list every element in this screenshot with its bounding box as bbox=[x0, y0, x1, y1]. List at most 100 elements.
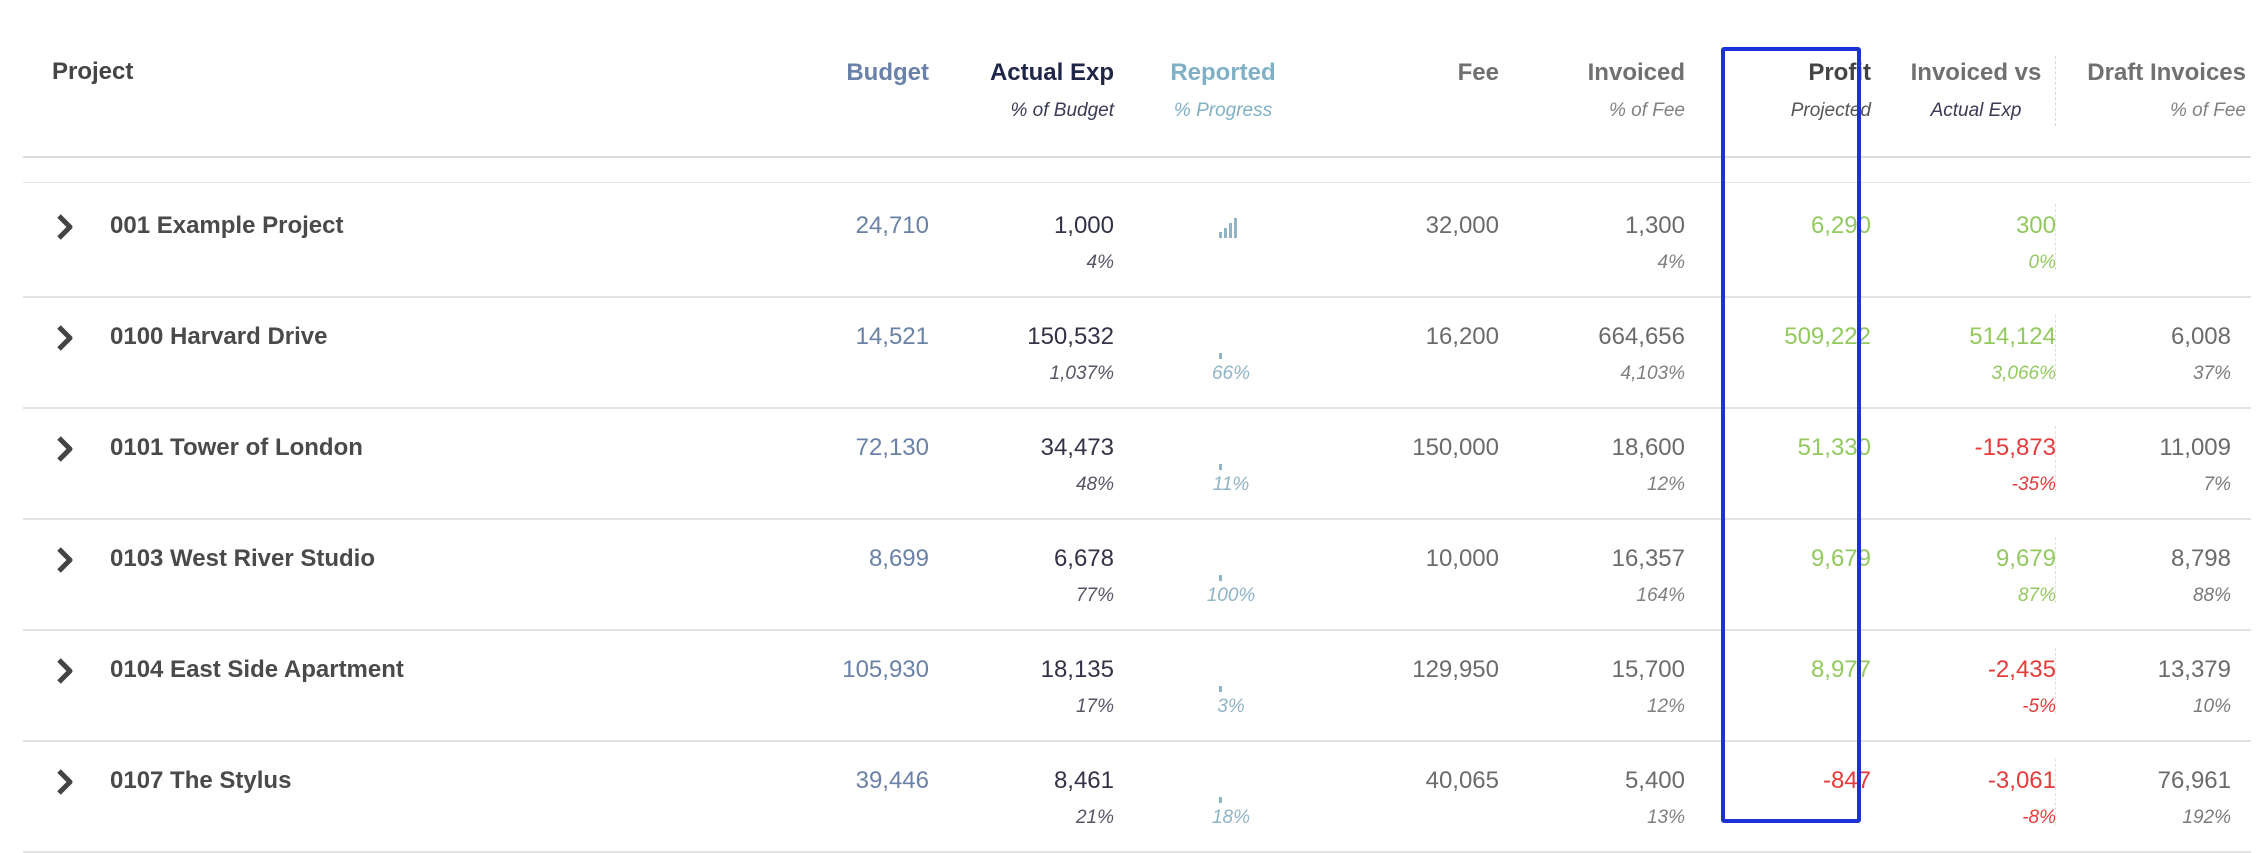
progress-bar bbox=[1219, 353, 1222, 359]
table-row[interactable]: 0103 West River Studio 8,699 6,678 77% 1… bbox=[23, 519, 2251, 631]
project-name[interactable]: 0107 The Stylus bbox=[110, 767, 292, 794]
column-header-fee[interactable]: Fee bbox=[1458, 58, 1499, 88]
actual-exp-percent: 1,037% bbox=[1049, 363, 1114, 384]
table-row[interactable]: 0104 East Side Apartment 105,930 18,135 … bbox=[23, 630, 2251, 742]
reported-progress-percent: 11% bbox=[1212, 474, 1250, 495]
fee-value: 40,065 bbox=[1425, 767, 1499, 794]
table-row[interactable]: 0107 The Stylus 39,446 8,461 21% 18% 40,… bbox=[23, 741, 2251, 853]
project-name[interactable]: 001 Example Project bbox=[110, 212, 344, 239]
column-divider bbox=[2055, 56, 2056, 126]
progress-bars-icon bbox=[1219, 781, 1241, 803]
progress-bars-icon bbox=[1219, 337, 1241, 359]
column-subtitle-reported: % Progress bbox=[1173, 100, 1273, 121]
fee-value: 10,000 bbox=[1425, 545, 1499, 572]
progress-bar bbox=[1234, 218, 1237, 238]
column-header-budget[interactable]: Budget bbox=[846, 58, 929, 88]
draft-invoices-percent: 37% bbox=[2192, 363, 2231, 384]
column-divider bbox=[2055, 315, 2056, 381]
profit-value: 509,222 bbox=[1784, 323, 1871, 350]
invoiced-percent: 12% bbox=[1646, 474, 1685, 495]
column-title-reported: Reported bbox=[1170, 59, 1276, 86]
invoiced-value: 1,300 bbox=[1624, 212, 1685, 239]
invoiced-value: 5,400 bbox=[1624, 767, 1685, 794]
chevron-right-icon[interactable] bbox=[53, 656, 77, 686]
draft-invoices-percent: 7% bbox=[2203, 474, 2231, 495]
invoiced-percent: 13% bbox=[1646, 807, 1685, 828]
draft-invoices-percent: 10% bbox=[2192, 696, 2231, 717]
invoiced-value: 18,600 bbox=[1611, 434, 1685, 461]
column-divider bbox=[2055, 204, 2056, 270]
invoiced-vs-actual-value: -2,435 bbox=[1987, 656, 2056, 683]
column-divider bbox=[2055, 759, 2056, 825]
actual-exp-percent: 21% bbox=[1075, 807, 1114, 828]
actual-exp-value: 150,532 bbox=[1027, 323, 1114, 350]
reported-progress-percent: 100% bbox=[1206, 585, 1256, 606]
column-header-reported[interactable]: Reported % Progress bbox=[1148, 58, 1298, 125]
project-name[interactable]: 0103 West River Studio bbox=[110, 545, 375, 572]
project-name[interactable]: 0104 East Side Apartment bbox=[110, 656, 404, 683]
column-title-budget: Budget bbox=[846, 59, 929, 86]
table-row[interactable]: 0100 Harvard Drive 14,521 150,532 1,037%… bbox=[23, 297, 2251, 409]
invoiced-vs-actual-percent: -8% bbox=[2022, 807, 2056, 828]
actual-exp-value: 18,135 bbox=[1040, 656, 1114, 683]
column-title-actual: Actual Exp bbox=[989, 59, 1114, 86]
budget-value: 39,446 bbox=[855, 767, 929, 794]
column-header-project[interactable]: Project bbox=[52, 58, 134, 85]
column-title-invoiced: Invoiced bbox=[1587, 59, 1685, 86]
column-header-actual[interactable]: Actual Exp % of Budget bbox=[990, 58, 1114, 125]
column-header-invoiced-vs-actual[interactable]: Invoiced vs Actual Exp bbox=[1896, 58, 2056, 125]
chevron-right-icon[interactable] bbox=[53, 545, 77, 575]
progress-bars-icon bbox=[1219, 670, 1241, 692]
progress-bars-icon bbox=[1219, 216, 1241, 238]
column-subtitle-actual: % of Budget bbox=[1010, 100, 1114, 121]
progress-bar bbox=[1219, 464, 1222, 470]
table-row[interactable]: 001 Example Project 24,710 1,000 4% 32,0… bbox=[23, 186, 2251, 298]
invoiced-vs-actual-percent: -35% bbox=[2011, 474, 2056, 495]
chevron-right-icon[interactable] bbox=[53, 767, 77, 797]
invoiced-vs-actual-value: -3,061 bbox=[1987, 767, 2056, 794]
invoiced-percent: 12% bbox=[1646, 696, 1685, 717]
actual-exp-percent: 48% bbox=[1075, 474, 1114, 495]
chevron-right-icon[interactable] bbox=[53, 434, 77, 464]
progress-bars-icon bbox=[1219, 559, 1241, 581]
budget-value: 105,930 bbox=[842, 656, 929, 683]
column-header-invoiced[interactable]: Invoiced % of Fee bbox=[1588, 58, 1685, 125]
profit-value: -847 bbox=[1822, 767, 1871, 794]
budget-value: 14,521 bbox=[855, 323, 929, 350]
column-subtitle-profit: Projected bbox=[1790, 100, 1871, 121]
progress-bar bbox=[1229, 223, 1232, 238]
column-header-draft-invoices[interactable]: Draft Invoices % of Fee bbox=[2087, 58, 2246, 125]
chevron-right-icon[interactable] bbox=[53, 212, 77, 242]
column-title-draft-invoices: Draft Invoices bbox=[2087, 59, 2246, 86]
fee-value: 16,200 bbox=[1425, 323, 1499, 350]
actual-exp-value: 1,000 bbox=[1053, 212, 1114, 239]
reported-progress-percent: 66% bbox=[1211, 363, 1251, 384]
invoiced-vs-actual-percent: -5% bbox=[2022, 696, 2056, 717]
table-top-divider bbox=[23, 182, 2251, 183]
progress-bar bbox=[1224, 228, 1227, 238]
invoiced-percent: 4,103% bbox=[1620, 363, 1685, 384]
column-title-fee: Fee bbox=[1457, 59, 1499, 86]
column-divider bbox=[2055, 648, 2056, 714]
table-row[interactable]: 0101 Tower of London 72,130 34,473 48% 1… bbox=[23, 408, 2251, 520]
invoiced-vs-actual-percent: 0% bbox=[2028, 252, 2056, 273]
invoiced-value: 15,700 bbox=[1611, 656, 1685, 683]
project-name[interactable]: 0100 Harvard Drive bbox=[110, 323, 328, 350]
column-subtitle-draft-invoices: % of Fee bbox=[2169, 100, 2246, 121]
invoiced-vs-actual-value: 514,124 bbox=[1969, 323, 2056, 350]
progress-bar bbox=[1219, 797, 1222, 803]
budget-value: 24,710 bbox=[855, 212, 929, 239]
actual-exp-percent: 17% bbox=[1075, 696, 1114, 717]
invoiced-percent: 164% bbox=[1636, 585, 1685, 606]
invoiced-vs-actual-value: -15,873 bbox=[1974, 434, 2056, 461]
draft-invoices-value: 76,961 bbox=[2157, 767, 2231, 794]
project-name[interactable]: 0101 Tower of London bbox=[110, 434, 363, 461]
draft-invoices-percent: 88% bbox=[2192, 585, 2231, 606]
chevron-right-icon[interactable] bbox=[53, 323, 77, 353]
invoiced-vs-actual-value: 9,679 bbox=[1995, 545, 2056, 572]
reported-progress-percent: 18% bbox=[1211, 807, 1251, 828]
progress-bars-icon bbox=[1219, 448, 1241, 470]
column-divider bbox=[2055, 537, 2056, 603]
draft-invoices-value: 13,379 bbox=[2157, 656, 2231, 683]
progress-bar bbox=[1219, 575, 1222, 581]
